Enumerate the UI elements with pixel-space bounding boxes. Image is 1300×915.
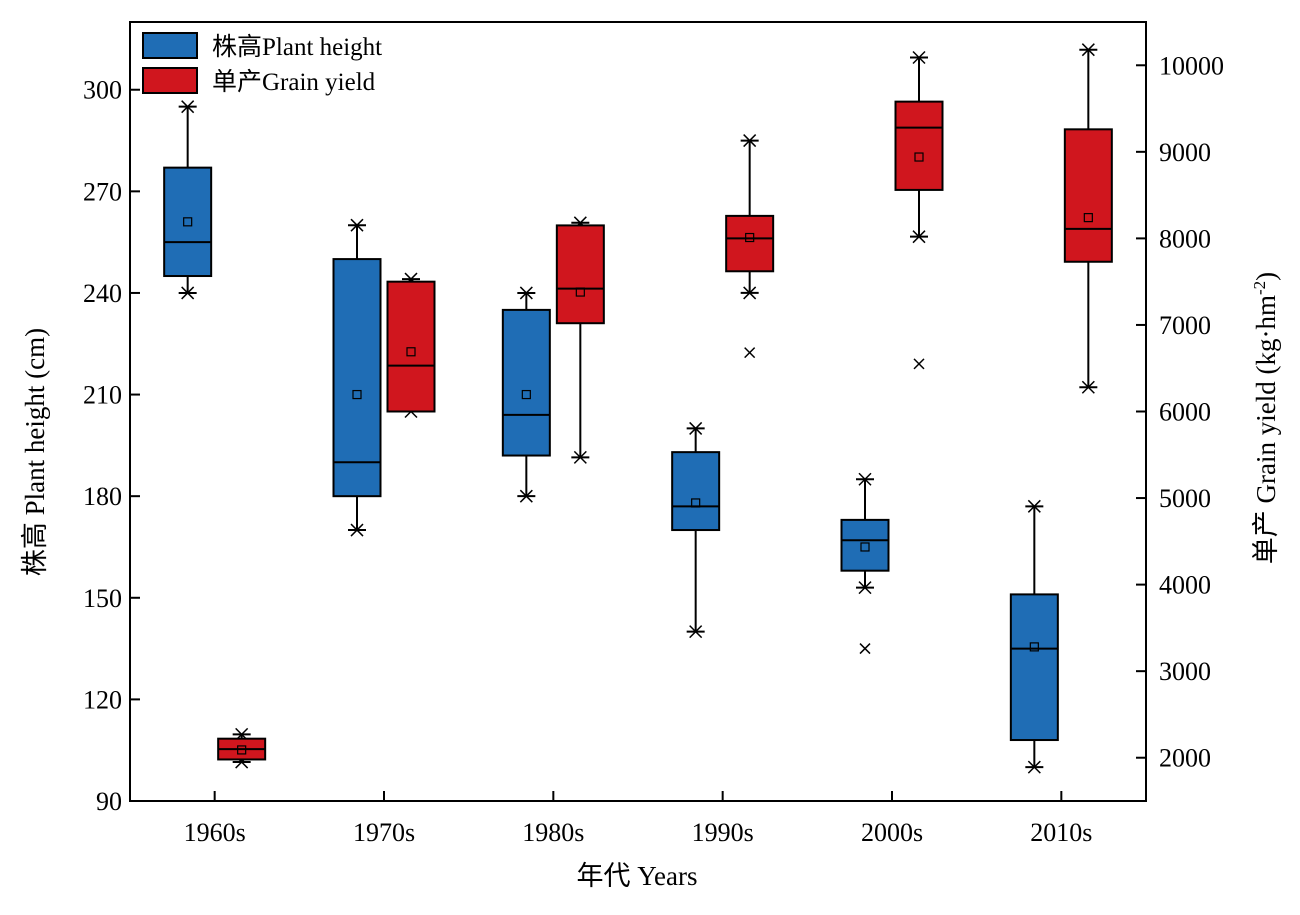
mean-marker-yield: [575, 287, 585, 297]
y-right-tick-label: 8000: [1159, 224, 1211, 253]
outlier-marker-yield: [744, 347, 756, 359]
outlier-marker-height: [859, 643, 871, 655]
y-right-tick-label: 6000: [1159, 398, 1211, 427]
y-axis-right-title-superscript: -2: [1250, 281, 1269, 295]
box-height-1990s: [671, 451, 721, 532]
mean-marker-yield: [237, 745, 247, 755]
y-right-tick-label: 3000: [1159, 657, 1211, 686]
y-axis-right-title-end: ): [1251, 272, 1281, 281]
extreme-marker-height: [519, 286, 533, 300]
plot-frame: [129, 21, 1147, 802]
extreme-marker-yield: [743, 286, 757, 300]
box-yield-1970s: [386, 280, 436, 413]
extreme-marker-yield: [1081, 43, 1095, 57]
plot-area: [129, 21, 1147, 802]
y-left-tick-label: 300: [83, 76, 122, 105]
mean-marker-yield: [406, 347, 416, 357]
extreme-marker-yield: [912, 230, 926, 244]
extreme-marker-yield: [573, 450, 587, 464]
extreme-marker-height: [689, 421, 703, 435]
y-right-tick-label: 10000: [1159, 51, 1224, 80]
box-height-1960s: [163, 166, 213, 278]
extreme-marker-height: [350, 523, 364, 537]
box-height-1970s: [332, 258, 382, 498]
legend-label-grain-yield: 单产Grain yield: [212, 68, 376, 96]
y-right-tick-label: 2000: [1159, 744, 1211, 773]
y-left-tick-label: 120: [83, 685, 122, 714]
y-left-tick-label: 150: [83, 584, 122, 613]
y-left-tick-label: 240: [83, 279, 122, 308]
y-left-tick-label: 210: [83, 381, 122, 410]
extreme-marker-height: [1027, 760, 1041, 774]
y-axis-right-title: 单产 Grain yield (kg·hm-2): [1250, 272, 1281, 564]
mean-marker-height: [860, 542, 870, 552]
x-axis-title: 年代 Years: [576, 861, 697, 891]
y-axis-right-title-main: 单产 Grain yield (kg·hm: [1251, 295, 1281, 564]
x-tick-label: 2010s: [1030, 818, 1092, 847]
extreme-marker-yield: [743, 134, 757, 148]
mean-marker-height: [521, 389, 531, 400]
x-tick-label: 1960s: [184, 818, 246, 847]
box-height-2000s: [840, 518, 890, 572]
box-yield-1980s: [555, 224, 605, 325]
extreme-marker-height: [1027, 499, 1041, 513]
extreme-marker-height: [181, 100, 195, 114]
mean-marker-height: [183, 217, 193, 227]
y-left-tick-label: 180: [83, 482, 122, 511]
extreme-marker-height: [181, 286, 195, 300]
y-left-tick-label: 90: [96, 787, 122, 816]
x-tick-label: 1990s: [692, 818, 754, 847]
outlier-marker-yield: [913, 358, 925, 370]
legend-swatch-plant-height: [142, 32, 198, 59]
mean-marker-height: [691, 498, 701, 508]
box-height-2010s: [1009, 593, 1059, 742]
extreme-marker-height: [689, 625, 703, 639]
legend-label-plant-height: 株高Plant height: [212, 33, 382, 61]
extreme-marker-height: [858, 581, 872, 595]
legend: 株高Plant height 单产Grain yield: [142, 32, 382, 96]
extreme-marker-height: [858, 472, 872, 486]
mean-marker-yield: [745, 232, 755, 243]
y-right-tick-label: 7000: [1159, 311, 1211, 340]
mean-marker-height: [352, 389, 362, 400]
extreme-marker-yield: [1081, 380, 1095, 394]
box-yield-1990s: [725, 214, 775, 273]
extreme-marker-yield: [912, 50, 926, 65]
x-tick-label: 1970s: [353, 818, 415, 847]
box-yield-2000s: [894, 100, 944, 191]
box-series-group: [163, 43, 1113, 774]
box-yield-2010s: [1063, 128, 1113, 263]
y-right-tick-label: 4000: [1159, 571, 1211, 600]
extreme-marker-height: [350, 218, 364, 232]
mean-marker-yield: [1083, 213, 1093, 223]
y-right-tick-label: 5000: [1159, 484, 1211, 513]
axes-group: 90 120 150 180 210 240 270 300 2000 3000 4000 5000 6…: [83, 51, 1224, 847]
y-right-tick-label: 9000: [1159, 138, 1211, 167]
mean-marker-height: [1029, 642, 1039, 652]
y-axis-left-title: 株高 Plant height (cm): [20, 328, 50, 576]
legend-swatch-grain-yield: [142, 67, 198, 94]
x-tick-label: 1980s: [522, 818, 584, 847]
mean-marker-yield: [914, 152, 924, 162]
extreme-marker-height: [519, 489, 533, 503]
box-height-1980s: [501, 308, 551, 457]
y-left-tick-label: 270: [83, 177, 122, 206]
x-tick-label: 2000s: [861, 818, 923, 847]
